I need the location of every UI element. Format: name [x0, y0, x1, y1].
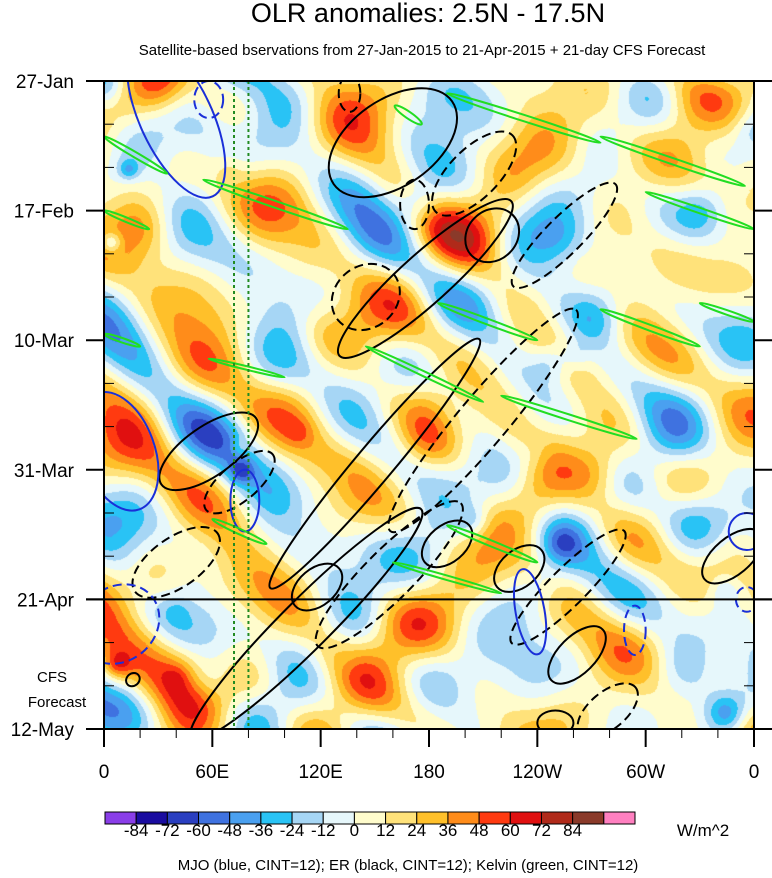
kelvin-contour-16	[391, 561, 503, 595]
er-contour-3	[431, 130, 518, 217]
colorbar: -84 -72 -60 -48 -36 -24 -12 0 12 24 36 48 60 72 84	[104, 811, 636, 840]
forecast-label-line2: Forecast	[28, 694, 87, 711]
mjo-contour-0	[126, 81, 227, 199]
er-contour-22	[701, 527, 754, 585]
er-contour-5	[336, 198, 514, 359]
er-contour-11	[203, 449, 276, 515]
kelvin-contour-5	[104, 209, 151, 231]
kelvin-contour-11	[364, 345, 485, 404]
x-tick-label-2: 120E	[298, 762, 342, 783]
heatmap-field	[104, 81, 754, 729]
colorbar-label-6: -12	[311, 821, 336, 840]
mjo-contour-1	[193, 81, 225, 120]
er-contour-9	[268, 337, 482, 590]
colorbar-label-1: -72	[155, 821, 180, 840]
er-contour-7	[510, 181, 619, 290]
x-tick-label-4: 120W	[513, 762, 563, 783]
kelvin-contour-15	[446, 524, 539, 564]
y-tick-label-3: 31-Mar	[14, 461, 75, 482]
colorbar-label-13: 72	[532, 821, 551, 840]
er-contour-12	[131, 526, 221, 599]
kelvin-contour-14	[211, 517, 268, 546]
x-tick-label-0: 0	[99, 762, 110, 783]
er-contour-16	[420, 519, 474, 569]
colorbar-label-5: -24	[280, 821, 305, 840]
contour-layer	[104, 81, 754, 729]
er-contour-8	[387, 307, 579, 534]
kelvin-contour-2	[599, 135, 746, 188]
y-axis: 27-Jan 17-Feb 10-Mar 31-Mar 21-Apr 12-May	[11, 72, 772, 741]
kelvin-contour-1	[446, 92, 602, 144]
y-tick-label-0: 27-Jan	[16, 72, 74, 93]
x-tick-label-1: 60E	[195, 762, 229, 783]
colorbar-label-11: 48	[470, 821, 489, 840]
er-contour-13	[188, 506, 424, 729]
colorbar-label-7: 0	[350, 821, 359, 840]
colorbar-label-0: -84	[124, 821, 149, 840]
mjo-contour-2	[104, 390, 160, 512]
kelvin-contour-12	[500, 394, 638, 441]
colorbar-label-12: 60	[501, 821, 520, 840]
y-tick-label-1: 17-Feb	[14, 202, 74, 223]
colorbar-label-9: 24	[407, 821, 426, 840]
contour-legend-footer: MJO (blue, CINT=12); ER (black, CINT=12)…	[178, 857, 639, 874]
kelvin-contour-4	[202, 178, 349, 231]
kelvin-contour-9	[698, 301, 754, 323]
colorbar-swatch-16	[603, 811, 636, 825]
er-contour-17	[493, 544, 546, 593]
colorbar-label-8: 12	[376, 821, 395, 840]
y-tick-label-2: 10-Mar	[14, 331, 75, 352]
y-tick-label-4: 21-Apr	[17, 590, 75, 611]
er-contour-19	[547, 625, 607, 685]
mjo-contour-4	[104, 583, 161, 665]
er-contour-14	[290, 562, 344, 612]
colorbar-label-4: -36	[249, 821, 274, 840]
forecast-label-line1: CFS	[37, 669, 67, 686]
colorbar-label-3: -48	[217, 821, 242, 840]
kelvin-contour-0	[393, 104, 423, 126]
er-contour-23	[125, 672, 141, 688]
colorbar-label-14: 84	[563, 821, 582, 840]
er-contour-20	[576, 682, 639, 729]
er-contour-2	[399, 178, 430, 231]
x-axis: 0 60E 120E 180 120W 60W 0	[99, 729, 760, 783]
er-contour-4	[464, 207, 521, 264]
colorbar-units: W/m^2	[677, 821, 729, 840]
er-contour-0	[327, 87, 459, 199]
x-tick-label-5: 60W	[626, 762, 665, 783]
colorbar-label-2: -60	[186, 821, 211, 840]
er-contour-6	[330, 262, 401, 332]
kelvin-contour-8	[599, 308, 701, 348]
mjo-contour-5	[513, 568, 548, 656]
mjo-contour-6	[623, 604, 647, 656]
chart-title: OLR anomalies: 2.5N - 17.5N	[251, 0, 605, 28]
er-contour-15	[314, 500, 464, 650]
y-tick-label-5: 12-May	[11, 720, 75, 741]
er-contour-21	[536, 709, 575, 729]
er-contour-1	[337, 81, 362, 113]
x-tick-label-6: 0	[749, 762, 760, 783]
olr-anomaly-shading	[104, 81, 754, 729]
x-tick-label-3: 180	[413, 762, 445, 783]
colorbar-label-10: 36	[438, 821, 457, 840]
chart-subtitle: Satellite-based bservations from 27-Jan-…	[139, 42, 706, 59]
kelvin-contour-7	[437, 301, 539, 342]
kelvin-contour-13	[207, 357, 286, 379]
